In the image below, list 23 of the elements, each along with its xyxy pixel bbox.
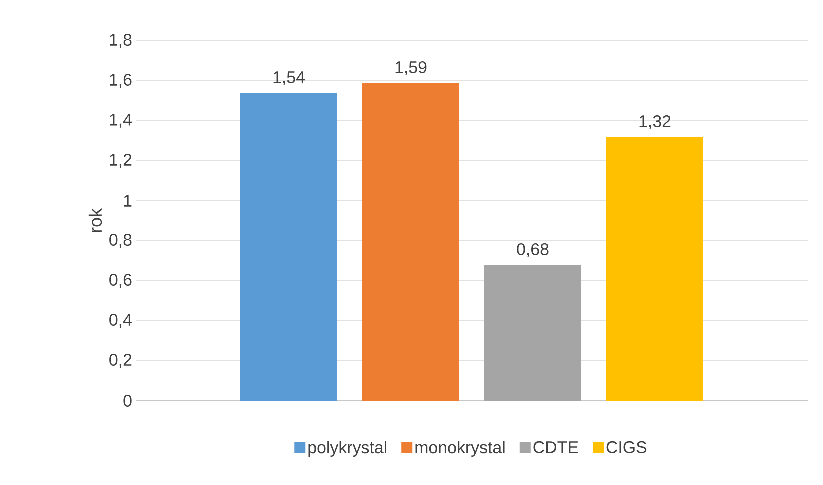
legend-label: CDTE <box>534 441 578 454</box>
y-tick-label: 1 <box>124 195 132 207</box>
y-tick-label: 0,8 <box>110 234 132 248</box>
legend-label: monokrystal <box>416 441 505 457</box>
y-tick-label: 0 <box>124 395 132 407</box>
bar <box>240 92 338 401</box>
data-label: 0,68 <box>517 243 549 258</box>
y-tick-label: 1,4 <box>110 114 132 128</box>
data-label: 1,54 <box>274 72 305 86</box>
bar <box>606 136 704 401</box>
data-label: 1,32 <box>640 115 671 130</box>
legend-label: CIGS <box>606 441 647 454</box>
data-label: 1,59 <box>396 61 427 76</box>
y-axis-title: rok <box>88 208 102 232</box>
legend-label: polykrystal <box>308 441 386 457</box>
y-tick-label: 0,6 <box>110 274 132 288</box>
y-tick-label: 0,2 <box>110 354 132 368</box>
y-tick-label: 0,4 <box>110 314 132 328</box>
bar <box>484 265 582 401</box>
y-tick-label: 1,8 <box>110 34 132 48</box>
y-tick-label: 1,6 <box>110 74 132 88</box>
y-tick-label: 1,2 <box>110 154 132 168</box>
bar <box>362 82 460 401</box>
